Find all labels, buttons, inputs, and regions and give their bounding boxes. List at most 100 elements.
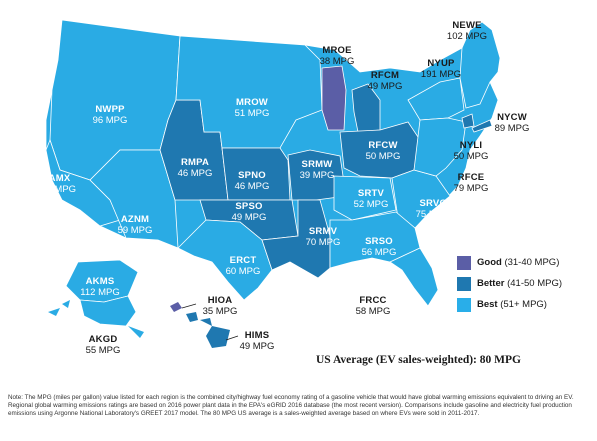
region-label-camx: CAMX 109 MPG xyxy=(28,173,84,195)
hims-leader-line xyxy=(225,335,239,341)
region-shape-srmv xyxy=(261,199,331,279)
region-name: SRMW xyxy=(301,159,333,170)
region-mpg: 39 MPG xyxy=(299,170,335,181)
region-name: HIMS xyxy=(244,330,270,341)
map-legend: Good (31-40 MPG) Better (41-50 MPG) Best… xyxy=(457,255,592,318)
region-mpg: 46 MPG xyxy=(177,168,213,179)
region-name: NYLI xyxy=(459,140,483,151)
region-shape-srtv xyxy=(333,175,397,221)
legend-label: Good xyxy=(477,257,502,268)
legend-label: Better xyxy=(477,278,505,289)
region-mpg: 75 MPG xyxy=(415,209,451,220)
region-label-newe: NEWE 102 MPG xyxy=(432,20,502,42)
region-label-spso: SPSO 49 MPG xyxy=(224,201,274,223)
region-name: HIOA xyxy=(207,295,233,306)
region-mpg: 55 MPG xyxy=(85,345,121,356)
region-label-nwpp: NWPP 96 MPG xyxy=(82,104,138,126)
legend-range: (31-40 MPG) xyxy=(504,257,560,268)
region-label-akgd: AKGD 55 MPG xyxy=(76,334,130,356)
region-label-rfcw: RFCW 50 MPG xyxy=(356,140,410,162)
region-mpg: 56 MPG xyxy=(361,247,397,258)
region-label-nyup: NYUP 191 MPG xyxy=(414,58,468,80)
region-name: AZNM xyxy=(120,214,150,225)
region-name: SRMV xyxy=(308,226,338,237)
region-shape-erct xyxy=(177,219,273,301)
region-name: RMPA xyxy=(180,157,210,168)
us-average-text: US Average (EV sales-weighted): 80 MPG xyxy=(316,354,521,366)
region-shape-hioa xyxy=(170,302,182,312)
region-mpg: 46 MPG xyxy=(234,181,270,192)
region-name: CAMX xyxy=(41,173,71,184)
region-label-srso: SRSO 56 MPG xyxy=(354,236,404,258)
region-label-akms: AKMS 112 MPG xyxy=(72,276,128,298)
region-label-erct: ERCT 60 MPG xyxy=(218,255,268,277)
region-shape-rfce xyxy=(413,117,467,177)
legend-text: Best (51+ MPG) xyxy=(477,299,547,310)
region-name: RFCE xyxy=(457,172,485,183)
legend-item-best: Best (51+ MPG) xyxy=(457,297,592,312)
legend-swatch xyxy=(457,297,471,312)
region-label-mrow: MROW 51 MPG xyxy=(224,97,280,119)
region-label-rmpa: RMPA 46 MPG xyxy=(170,157,220,179)
region-label-srvc: SRVC 75 MPG xyxy=(408,198,458,220)
region-label-frcc: FRCC 58 MPG xyxy=(348,295,398,317)
region-name: MROE xyxy=(322,45,352,56)
region-label-srmw: SRMW 39 MPG xyxy=(292,159,342,181)
region-mpg: 52 MPG xyxy=(353,199,389,210)
region-label-hims: HIMS 49 MPG xyxy=(232,330,282,352)
region-name: NYUP xyxy=(427,58,455,69)
legend-swatch xyxy=(457,255,471,270)
region-name: SPSO xyxy=(235,201,263,212)
legend-item-good: Good (31-40 MPG) xyxy=(457,255,592,270)
legend-label: Best xyxy=(477,299,498,310)
region-label-nycw: NYCW 89 MPG xyxy=(487,112,537,134)
region-name: AKMS xyxy=(85,276,115,287)
legend-swatch xyxy=(457,276,471,291)
region-label-aznm: AZNM 59 MPG xyxy=(110,214,160,236)
region-mpg: 112 MPG xyxy=(80,287,120,298)
region-mpg: 102 MPG xyxy=(446,31,488,42)
legend-text: Better (41-50 MPG) xyxy=(477,278,562,289)
legend-text: Good (31-40 MPG) xyxy=(477,257,559,268)
region-label-nyli: NYLI 50 MPG xyxy=(446,140,496,162)
region-shape-frcc xyxy=(389,247,439,307)
region-mpg: 60 MPG xyxy=(225,266,261,277)
region-label-spno: SPNO 46 MPG xyxy=(227,170,277,192)
region-mpg: 109 MPG xyxy=(35,184,77,195)
region-label-rfce: RFCE 79 MPG xyxy=(446,172,496,194)
region-mpg: 51 MPG xyxy=(234,108,270,119)
legend-item-better: Better (41-50 MPG) xyxy=(457,276,592,291)
region-mpg: 35 MPG xyxy=(202,306,238,317)
region-mpg: 38 MPG xyxy=(319,56,355,67)
region-mpg: 96 MPG xyxy=(92,115,128,126)
region-name: SRSO xyxy=(365,236,393,247)
region-name: RFCW xyxy=(368,140,398,151)
region-name: SPNO xyxy=(238,170,266,181)
region-mpg: 70 MPG xyxy=(305,237,341,248)
region-mpg: 49 MPG xyxy=(367,81,403,92)
region-mpg: 79 MPG xyxy=(453,183,489,194)
region-mpg: 59 MPG xyxy=(117,225,153,236)
region-mpg: 50 MPG xyxy=(453,151,489,162)
region-name: MROW xyxy=(236,97,268,108)
region-shape-camx xyxy=(45,138,121,227)
region-shape-nycw xyxy=(461,113,475,129)
region-name: NEWE xyxy=(452,20,482,31)
region-mpg: 49 MPG xyxy=(231,212,267,223)
region-name: RFCM xyxy=(370,70,400,81)
region-mpg: 58 MPG xyxy=(355,306,391,317)
region-label-srmv: SRMV 70 MPG xyxy=(298,226,348,248)
region-label-mroe: MROE 38 MPG xyxy=(312,45,362,67)
region-shape-hims xyxy=(186,312,230,348)
region-mpg: 49 MPG xyxy=(239,341,275,352)
region-name: FRCC xyxy=(359,295,387,306)
legend-range: (41-50 MPG) xyxy=(507,278,562,289)
region-name: AKGD xyxy=(88,334,118,345)
region-shape-mroe xyxy=(321,65,347,131)
region-label-srtv: SRTV 52 MPG xyxy=(346,188,396,210)
region-name: ERCT xyxy=(229,255,257,266)
region-mpg: 89 MPG xyxy=(494,123,530,134)
region-name: NYCW xyxy=(497,112,527,123)
region-mpg: 191 MPG xyxy=(420,69,462,80)
